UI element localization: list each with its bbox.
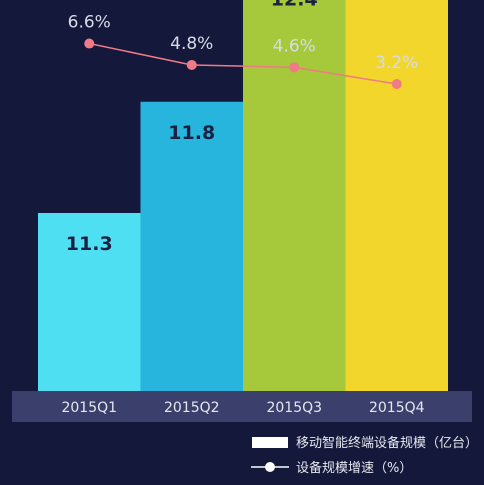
- growth-label-2015Q1: 6.6%: [68, 13, 111, 33]
- growth-label-2015Q3: 4.6%: [273, 36, 316, 56]
- legend: 移动智能终端设备规模（亿台） 设备规模增速（%）: [251, 435, 478, 476]
- bar-2015Q4: [345, 0, 448, 391]
- bar-2015Q1: [38, 213, 141, 391]
- legend-bar-swatch: [252, 437, 288, 448]
- bar-value-labels: 11.311.812.412.8: [66, 0, 318, 255]
- x-axis-tick-labels: 2015Q1 2015Q2 2015Q3 2015Q4: [61, 400, 424, 416]
- growth-label-2015Q2: 4.8%: [170, 34, 213, 54]
- growth-point-2015Q1: [84, 38, 95, 49]
- axis-band: [12, 391, 472, 422]
- growth-line-series: 6.6% 4.8% 4.6% 3.2%: [68, 13, 418, 89]
- bar-2015Q3: [243, 0, 346, 391]
- bar-value-label-2015Q1: 11.3: [66, 233, 113, 255]
- growth-point-2015Q3: [289, 62, 300, 73]
- legend-bar-label: 移动智能终端设备规模（亿台）: [296, 435, 478, 451]
- x-tick-2015Q1: 2015Q1: [61, 400, 117, 416]
- bar-value-label-2015Q2: 11.8: [168, 122, 215, 144]
- bar-value-label-2015Q3: 12.4: [271, 0, 318, 10]
- x-tick-2015Q4: 2015Q4: [369, 400, 425, 416]
- growth-label-2015Q4: 3.2%: [375, 53, 418, 73]
- x-tick-2015Q2: 2015Q2: [164, 400, 220, 416]
- growth-point-2015Q4: [391, 79, 402, 89]
- legend-line-dot: [265, 462, 275, 472]
- x-tick-2015Q3: 2015Q3: [266, 400, 322, 416]
- growth-point-2015Q2: [186, 59, 197, 70]
- bar-2015Q2: [140, 101, 243, 391]
- growth-line: [89, 42, 397, 85]
- legend-line-label: 设备规模增速（%）: [296, 460, 412, 476]
